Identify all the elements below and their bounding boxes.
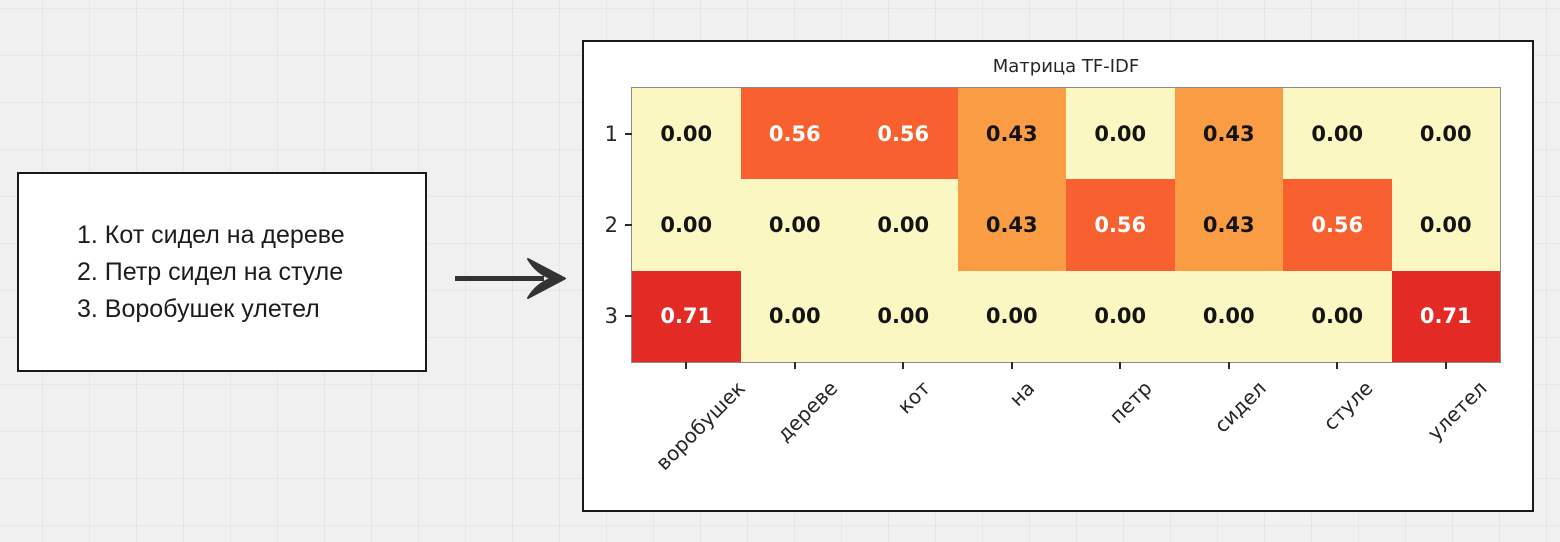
- heatmap-cell: 0.00: [1283, 270, 1392, 362]
- x-tick-mark: [1227, 362, 1230, 369]
- y-tick-mark: [625, 315, 632, 318]
- heatmap-cell: 0.43: [957, 179, 1066, 271]
- chart-panel: Матрица TF-IDF 0.00 0.56 0.56 0.43 0.00 0.43 0…: [582, 40, 1534, 512]
- heatmap-cell: 0.00: [849, 179, 958, 271]
- y-tick-mark: [625, 132, 632, 135]
- heatmap-cell: 0.71: [1391, 270, 1500, 362]
- heatmap-cell: 0.00: [957, 270, 1066, 362]
- chart-title: Матрица TF-IDF: [992, 56, 1140, 77]
- y-tick-label: 1: [604, 121, 618, 146]
- heatmap-cell: 0.00: [740, 179, 849, 271]
- y-tick-label: 3: [604, 304, 618, 329]
- x-tick-mark: [1336, 362, 1339, 369]
- heatmap-cell: 0.00: [740, 270, 849, 362]
- heatmap-cell: 0.00: [849, 270, 958, 362]
- x-tick-label: дереве: [771, 376, 842, 447]
- sentence-line: 1. Кот сидел на дереве: [77, 220, 345, 249]
- heatmap-cell: 0.00: [1174, 270, 1283, 362]
- heatmap-cell: 0.00: [632, 179, 741, 271]
- x-tick-mark: [1119, 362, 1122, 369]
- heatmap-cell: 0.00: [1066, 270, 1175, 362]
- y-tick-label: 2: [604, 213, 618, 237]
- x-tick-mark: [793, 362, 796, 369]
- y-tick-mark: [625, 224, 632, 226]
- x-tick-label: улетел: [1422, 376, 1492, 446]
- x-tick-mark: [685, 362, 688, 369]
- sentence-line: 2. Петр сидел на стуле: [77, 257, 344, 286]
- heatmap-cell: 0.00: [1066, 88, 1175, 180]
- heatmap-cell: 0.43: [1174, 88, 1283, 180]
- right-arrow-icon: [452, 256, 567, 301]
- heatmap-cell: 0.56: [1066, 179, 1175, 271]
- x-tick-label: стуле: [1318, 376, 1378, 436]
- heatmap-cell: 0.00: [632, 88, 741, 180]
- sentence-line: 3. Воробушек улетел: [77, 294, 320, 323]
- sentences-box: 1. Кот сидел на дереве 2. Петр сидел на с…: [17, 172, 427, 372]
- heatmap-grid: 0.00 0.56 0.56 0.43 0.00 0.43 0.00 0.00 0.00 0.00…: [631, 87, 1501, 363]
- x-tick-label: петр: [1104, 376, 1157, 429]
- x-tick-label: сидел: [1209, 376, 1271, 438]
- x-tick-label: на: [1004, 376, 1040, 411]
- x-tick-mark: [1444, 362, 1447, 369]
- heatmap-cell: 0.00: [1391, 179, 1500, 271]
- heatmap-cell: 0.71: [632, 270, 741, 362]
- heatmap-cell: 0.56: [849, 88, 958, 180]
- heatmap-cell: 0.00: [1283, 88, 1392, 180]
- x-tick-label: кот: [892, 376, 935, 419]
- x-tick-mark: [1010, 362, 1013, 369]
- heatmap-cell: 0.43: [1174, 179, 1283, 271]
- sentence-list: 1. Кот сидел на дереве 2. Петр сидел на с…: [19, 217, 345, 328]
- heatmap-cell: 0.56: [740, 88, 849, 180]
- heatmap-cell: 0.56: [1283, 179, 1392, 271]
- x-tick-label: воробушек: [650, 376, 750, 475]
- heatmap-cell: 0.00: [1391, 88, 1500, 180]
- x-tick-mark: [902, 362, 905, 369]
- heatmap-cell: 0.43: [957, 88, 1066, 180]
